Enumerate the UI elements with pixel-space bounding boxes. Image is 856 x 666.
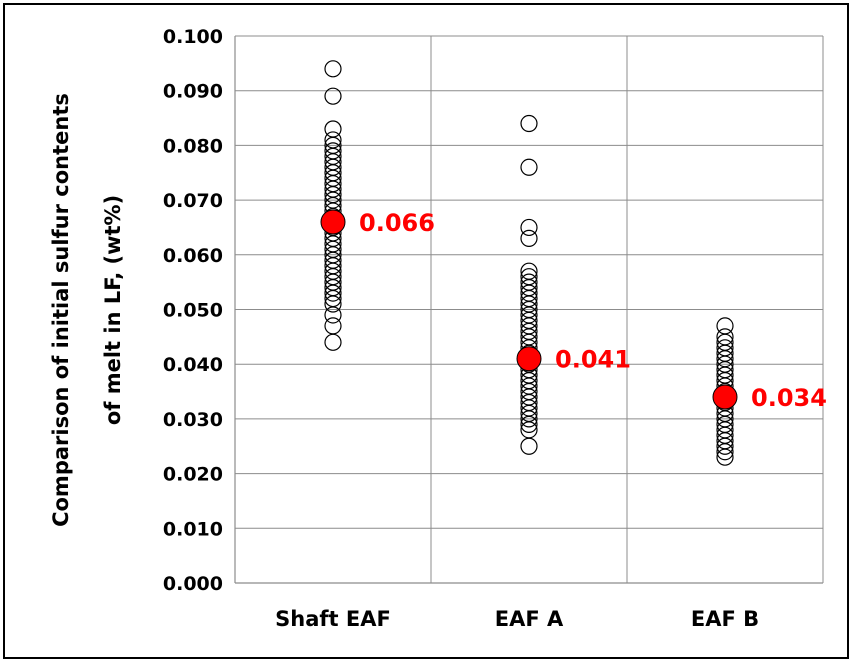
y-tick-label: 0.090 bbox=[163, 81, 223, 103]
data-point bbox=[520, 218, 538, 237]
mean-data-label: 0.041 bbox=[555, 346, 631, 374]
mean-point bbox=[320, 209, 346, 235]
data-point bbox=[324, 295, 342, 313]
y-tick-label: 0.000 bbox=[163, 573, 223, 595]
data-point bbox=[716, 437, 734, 455]
y-tick-label: 0.050 bbox=[163, 300, 223, 322]
y-tick-label: 0.030 bbox=[163, 409, 223, 431]
y-axis-label: Comparison of initial sulfur contents of… bbox=[49, 93, 125, 527]
data-point bbox=[324, 333, 342, 351]
data-point bbox=[520, 437, 538, 455]
mean-point bbox=[516, 346, 542, 372]
data-point bbox=[324, 60, 342, 78]
mean-data-label: 0.034 bbox=[751, 384, 827, 412]
data-point bbox=[716, 443, 734, 461]
data-point bbox=[324, 306, 342, 324]
mean-points: 0.066 0.041 0.034 bbox=[320, 209, 827, 412]
axes bbox=[234, 36, 823, 584]
data-point bbox=[520, 410, 538, 428]
y-tick-label: 0.100 bbox=[163, 26, 223, 48]
y-tick-label: 0.080 bbox=[163, 135, 223, 157]
category-label: EAF A bbox=[495, 607, 564, 631]
y-tick-label: 0.070 bbox=[163, 190, 223, 212]
y-tick-labels: 0.000 0.010 0.020 0.030 0.040 0.050 0.060 0.070… bbox=[163, 26, 223, 595]
data-points bbox=[324, 60, 734, 466]
data-point bbox=[520, 415, 538, 433]
data-point bbox=[324, 284, 342, 302]
grid-lines bbox=[235, 35, 824, 583]
data-point bbox=[324, 87, 342, 105]
mean-data-label: 0.066 bbox=[359, 209, 435, 237]
category-labels: Shaft EAF EAF A EAF B bbox=[275, 607, 759, 631]
data-point bbox=[520, 158, 538, 176]
chart-frame bbox=[3, 3, 849, 659]
data-point bbox=[716, 448, 734, 466]
data-point bbox=[324, 317, 342, 335]
y-axis-label-line2: of melt in LF, (wt%) bbox=[101, 195, 125, 425]
y-tick-label: 0.020 bbox=[163, 464, 223, 486]
category-label: EAF B bbox=[691, 607, 759, 631]
data-point bbox=[520, 114, 538, 133]
mean-point bbox=[712, 384, 738, 410]
y-tick-label: 0.010 bbox=[163, 518, 223, 540]
y-tick-label: 0.040 bbox=[163, 354, 223, 376]
y-tick-label: 0.060 bbox=[163, 245, 223, 267]
data-point bbox=[520, 229, 538, 247]
y-axis-label-line1: Comparison of initial sulfur contents bbox=[49, 93, 73, 527]
category-label: Shaft EAF bbox=[275, 607, 391, 631]
